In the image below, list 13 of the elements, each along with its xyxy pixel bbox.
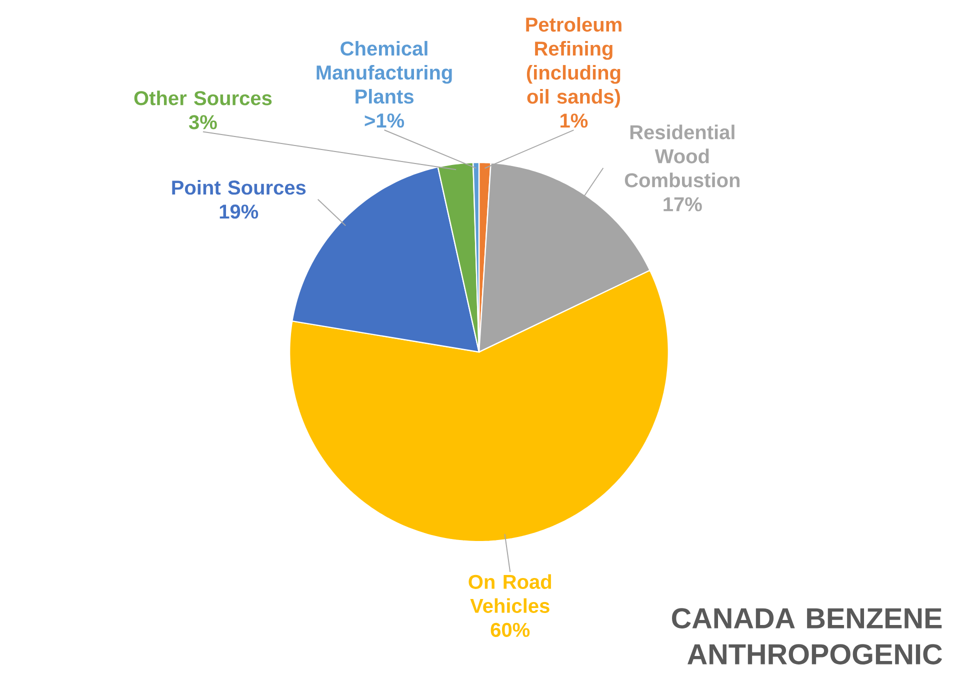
data-label: 3% (188, 115, 217, 130)
data-label: >1% (364, 114, 404, 128)
slice-label: Residential Wood Combustion (624, 124, 740, 188)
text: CANADA BENZENE ANTHROPOGENIC (672, 608, 942, 664)
data-label: 60% (490, 622, 530, 637)
data-label: 1% (560, 114, 588, 128)
data-label: 17% (664, 197, 702, 212)
slice-label: Petroleum Refining (including oil sands) (526, 17, 622, 108)
slice-label: Other Sources (134, 90, 272, 106)
slice-label: On Road Vehicles (468, 574, 552, 613)
data-label: 19% (220, 204, 258, 219)
slice-label: Point Sources (172, 180, 306, 195)
slice-label: Chemical Manufacturing Plants (316, 40, 452, 104)
